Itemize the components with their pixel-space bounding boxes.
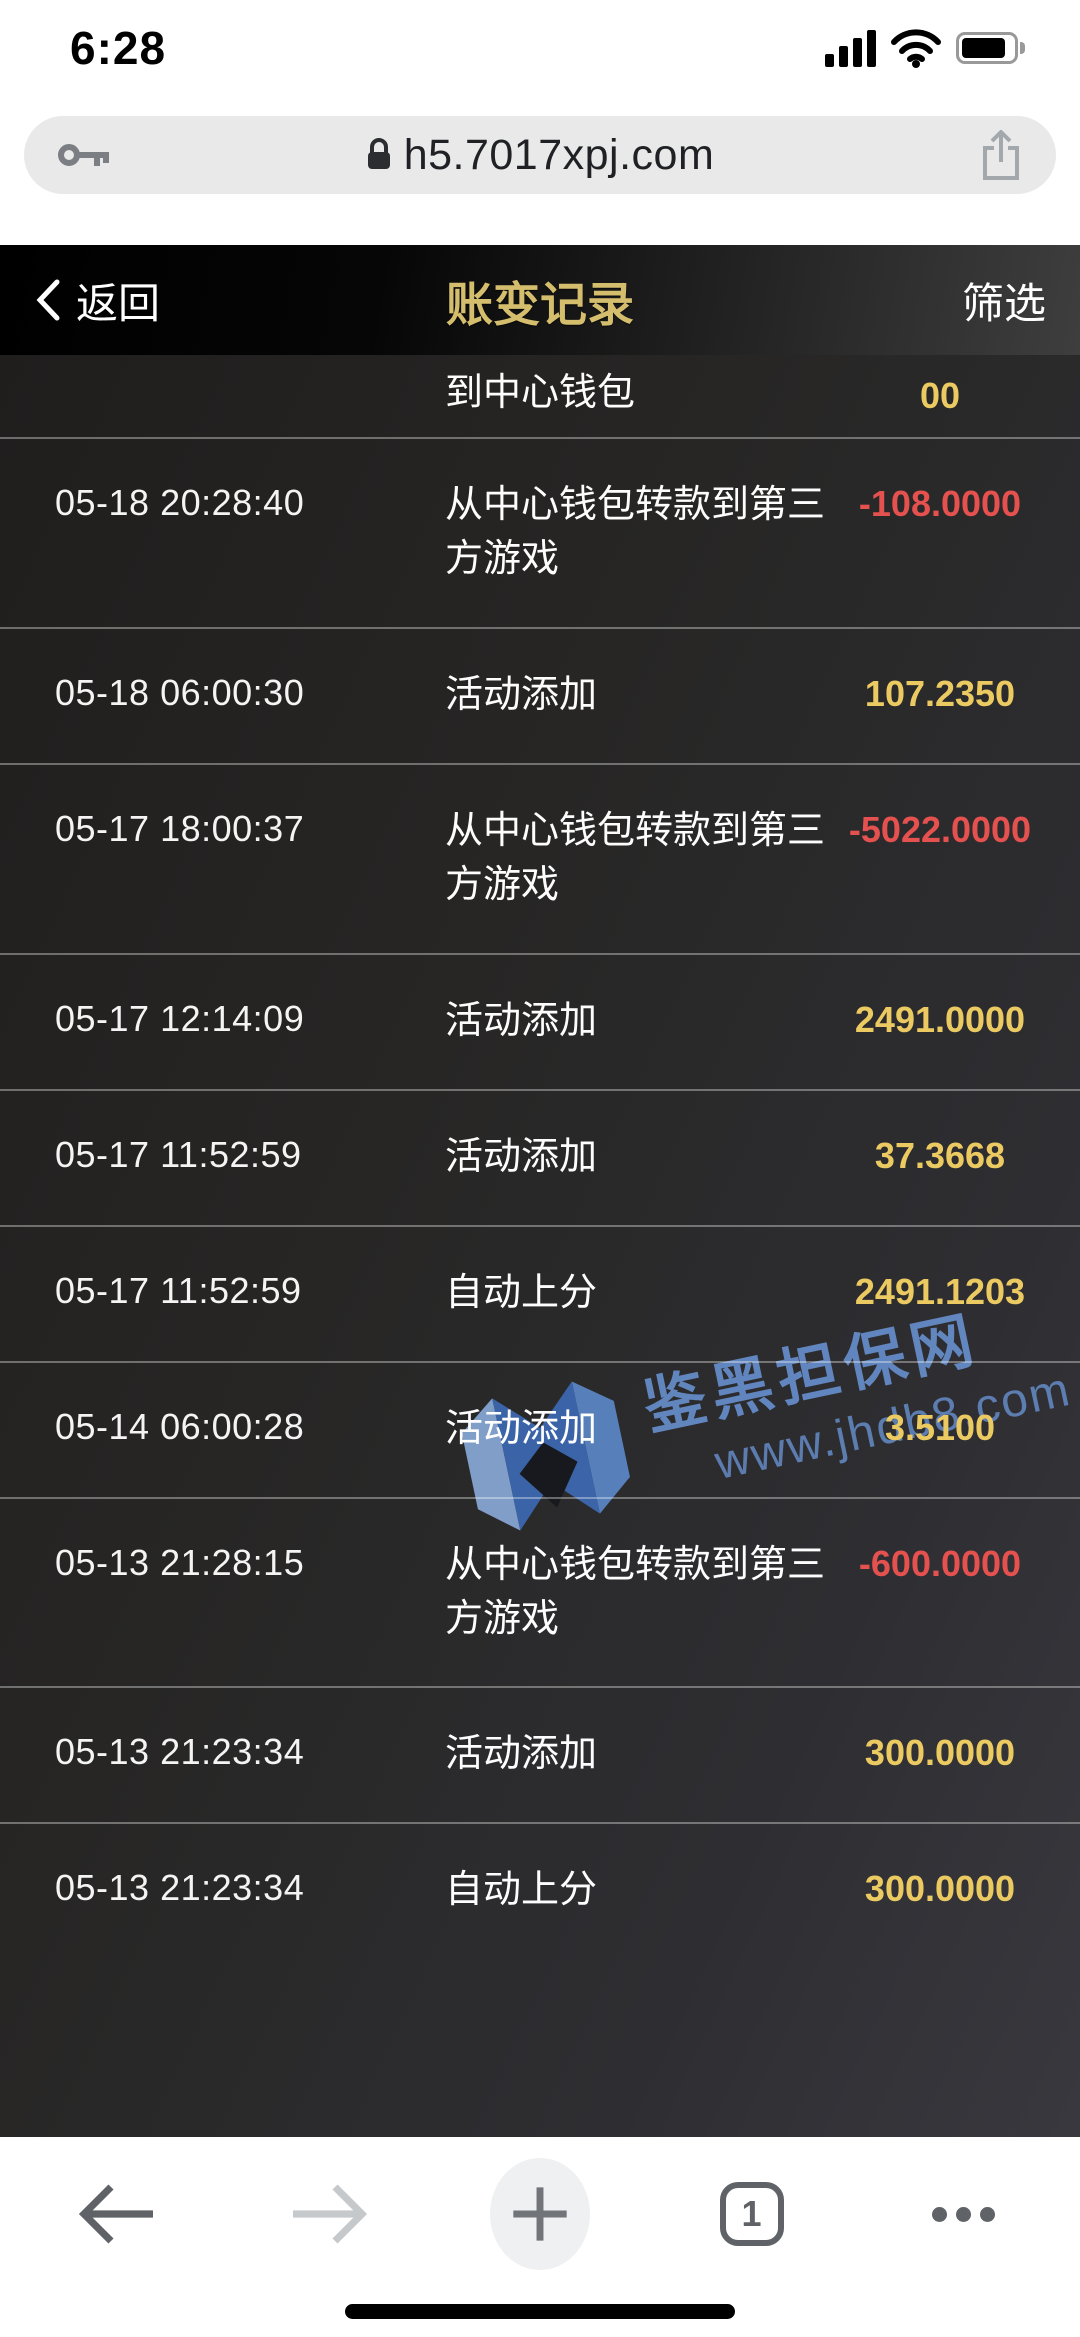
record-amount: 107.2350: [864, 672, 1016, 714]
record-row: 05-17 12:14:09 活动添加 2491.0000: [0, 952, 1080, 1089]
address-bar[interactable]: h5.7017xpj.com: [24, 116, 1056, 194]
arrow-left-icon: [78, 2184, 153, 2244]
record-amount: 300.0000: [864, 1732, 1016, 1774]
record-description: 自动上分: [445, 1869, 598, 1912]
arrow-right-icon: [292, 2184, 367, 2244]
back-label: 返回: [76, 279, 161, 327]
record-time: 05-17 18:00:37: [55, 807, 305, 849]
record-amount: 300.0000: [864, 1868, 1016, 1910]
share-icon[interactable]: [980, 128, 1022, 182]
record-time: 05-17 12:14:09: [55, 997, 305, 1039]
record-list: 鉴黑担保网 www.jhdb8.com 到中心钱包 00 05-18 20:28…: [0, 355, 1080, 2137]
record-time: 05-17 11:52:59: [55, 1269, 302, 1311]
filter-button[interactable]: 筛选: [961, 279, 1046, 327]
browser-top-bar: h5.7017xpj.com: [0, 85, 1080, 245]
status-bar: 6:28: [0, 0, 1080, 85]
status-time: 6:28: [70, 21, 167, 74]
record-time: 05-17 11:52:59: [55, 1133, 302, 1175]
record-row: 05-17 11:52:59 活动添加 37.3668: [0, 1088, 1080, 1225]
record-amount: -108.0000: [858, 483, 1022, 524]
battery-icon: [956, 31, 1025, 64]
back-button[interactable]: 返回: [34, 270, 160, 331]
back-nav-button[interactable]: [62, 2159, 172, 2269]
tab-switcher-button[interactable]: 1: [697, 2159, 807, 2269]
record-description: 自动上分: [445, 1271, 598, 1314]
record-row: 到中心钱包 00: [0, 355, 1080, 437]
record-description: 活动添加: [445, 1407, 598, 1450]
record-time: 05-13 21:28:15: [55, 1541, 305, 1583]
record-row: 05-17 18:00:37 从中心钱包转款到第三方游戏 -5022.0000: [0, 762, 1080, 953]
plus-icon: [490, 2158, 590, 2270]
record-amount: 3.5100: [884, 1406, 996, 1448]
home-indicator[interactable]: [345, 2304, 735, 2319]
url-text: h5.7017xpj.com: [403, 130, 715, 179]
record-description: 从中心钱包转款到第三方游戏: [445, 1543, 826, 1640]
ellipsis-icon: [931, 2206, 995, 2222]
new-tab-button[interactable]: [485, 2158, 595, 2270]
tab-count-badge: 1: [719, 2182, 784, 2246]
status-icons: [825, 28, 1025, 68]
record-row: 05-18 06:00:30 活动添加 107.2350: [0, 626, 1080, 763]
record-amount: -5022.0000: [848, 808, 1032, 850]
key-icon: [58, 144, 109, 166]
record-row: 05-13 21:28:15 从中心钱包转款到第三方游戏 -600.0000: [0, 1496, 1080, 1687]
record-description: 活动添加: [445, 1733, 598, 1776]
record-row: 05-13 21:23:34 自动上分 300.0000: [0, 1822, 1080, 1958]
record-time: 05-13 21:23:34: [55, 1731, 305, 1773]
record-time: 05-18 20:28:40: [55, 482, 305, 523]
record-time: 05-14 06:00:28: [55, 1405, 305, 1447]
record-row: 05-17 11:52:59 自动上分 2491.1203: [0, 1224, 1080, 1361]
record-amount: 2491.1203: [854, 1270, 1026, 1312]
page-header: 返回 账变记录 筛选: [0, 245, 1080, 355]
chevron-left-icon: [36, 279, 60, 321]
more-menu-button[interactable]: [908, 2159, 1018, 2269]
signal-strength-icon: [825, 29, 876, 67]
record-description: 从中心钱包转款到第三方游戏: [445, 809, 826, 906]
record-row: 05-18 20:28:40 从中心钱包转款到第三方游戏 -108.0000: [0, 437, 1080, 627]
page-title: 账变记录: [446, 277, 634, 331]
record-amount: 37.3668: [874, 1134, 1006, 1176]
record-time: 05-13 21:23:34: [55, 1867, 305, 1909]
lock-icon: [367, 138, 390, 169]
record-description: 到中心钱包: [445, 372, 636, 415]
record-amount: -600.0000: [858, 1542, 1022, 1584]
record-amount: 2491.0000: [854, 998, 1026, 1040]
record-amount: 00: [919, 374, 961, 416]
record-row: 05-13 21:23:34 活动添加 300.0000: [0, 1686, 1080, 1822]
record-rows: 到中心钱包 00 05-18 20:28:40 从中心钱包转款到第三方游戏 -1…: [0, 355, 1080, 1958]
record-description: 活动添加: [445, 1135, 598, 1178]
record-description: 从中心钱包转款到第三方游戏: [445, 484, 826, 580]
record-description: 活动添加: [445, 673, 598, 716]
record-description: 活动添加: [445, 999, 598, 1042]
wifi-icon: [891, 28, 941, 68]
browser-toolbar: 1: [0, 2137, 1080, 2337]
record-time: 05-18 06:00:30: [55, 671, 305, 713]
record-row: 05-14 06:00:28 活动添加 3.5100: [0, 1360, 1080, 1497]
forward-nav-button[interactable]: [274, 2159, 384, 2269]
